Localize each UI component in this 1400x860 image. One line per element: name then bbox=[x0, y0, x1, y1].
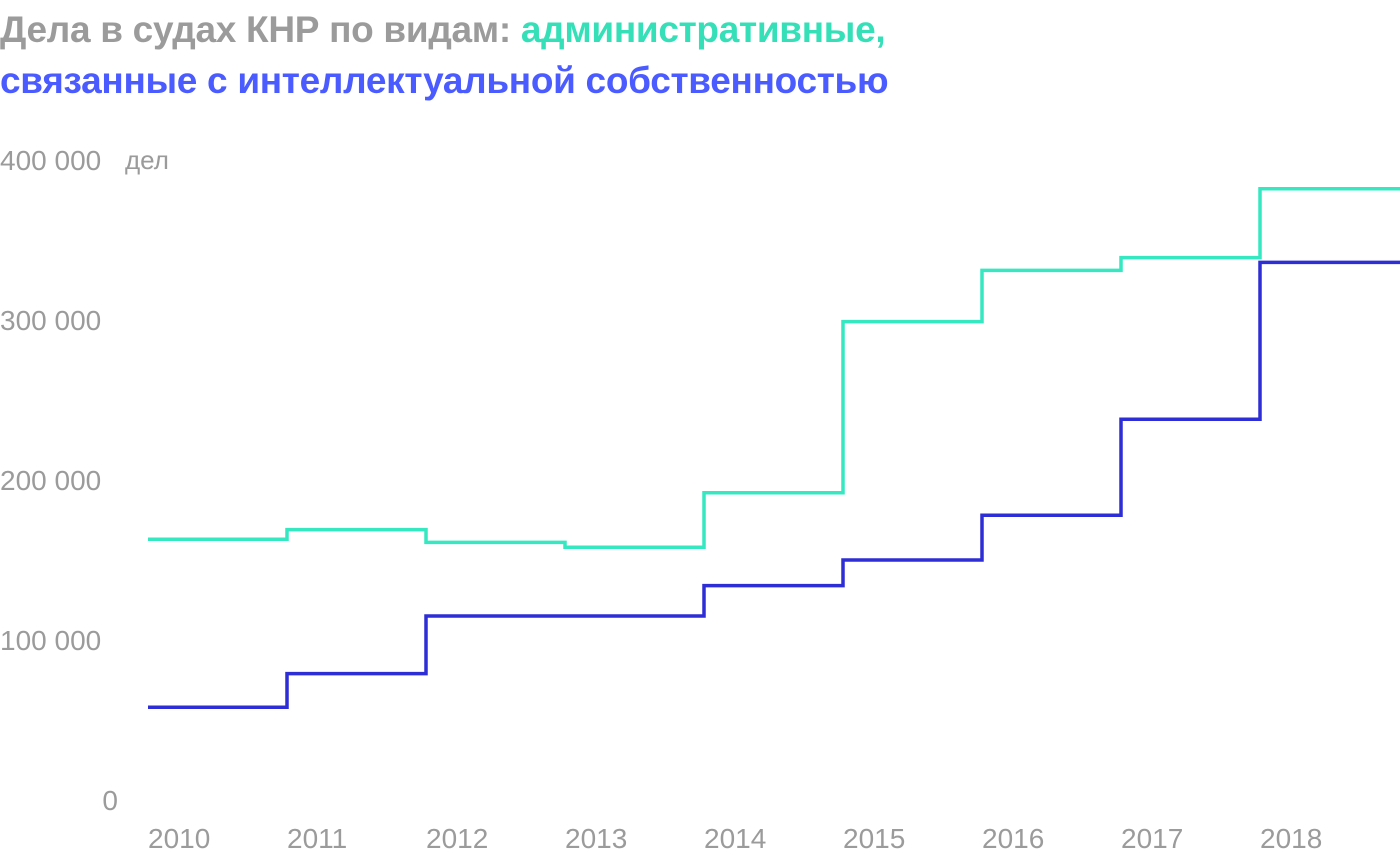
y-tick-label: 0 bbox=[102, 785, 118, 816]
x-tick-label: 2016 bbox=[982, 823, 1044, 854]
chart-title: Дела в судах КНР по видам: административ… bbox=[0, 4, 1400, 106]
x-tick-label: 2010 bbox=[148, 823, 210, 854]
y-tick-label: 300 000 bbox=[0, 305, 101, 336]
chart-title-prefix: Дела в судах КНР по видам: bbox=[0, 9, 521, 50]
y-axis: 0 100 000 200 000 300 000 400 000 дел bbox=[0, 145, 169, 816]
y-tick-label: 400 000 bbox=[0, 145, 101, 176]
series-layer bbox=[148, 187, 1400, 709]
y-tick-label: 100 000 bbox=[0, 625, 101, 656]
x-tick-label: 2018 bbox=[1260, 823, 1322, 854]
x-tick-label: 2012 bbox=[426, 823, 488, 854]
x-tick-label: 2017 bbox=[1121, 823, 1183, 854]
chart-title-series-administrative: административные, bbox=[520, 9, 886, 50]
x-tick-label: 2015 bbox=[843, 823, 905, 854]
x-tick-label: 2014 bbox=[704, 823, 766, 854]
y-tick-label: 200 000 bbox=[0, 465, 101, 496]
series-line-administrative bbox=[148, 187, 1400, 549]
x-axis: 2010 2011 2012 2013 2014 2015 2016 2017 2018 bbox=[148, 823, 1322, 854]
y-axis-unit-label: дел bbox=[125, 145, 169, 175]
x-tick-label: 2013 bbox=[565, 823, 627, 854]
x-tick-label: 2011 bbox=[287, 823, 347, 854]
series-line-ip bbox=[148, 260, 1400, 709]
chart-title-series-ip: связанные с интеллектуальной собственнос… bbox=[0, 60, 889, 101]
